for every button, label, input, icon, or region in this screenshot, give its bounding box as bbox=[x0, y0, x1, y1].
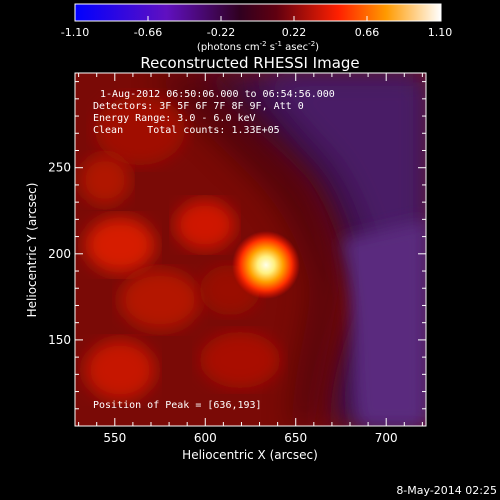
colorbar-tick-label: 1.10 bbox=[428, 26, 453, 39]
x-tick-label: 550 bbox=[103, 431, 126, 445]
annotation-clean-counts: Clean Total counts: 1.33E+05 bbox=[93, 125, 280, 136]
x-axis-title: Heliocentric X (arcsec) bbox=[182, 448, 318, 462]
peak-position-label: Position of Peak = [636,193] bbox=[93, 400, 262, 411]
heatmap-image bbox=[75, 73, 426, 426]
colorbar-ticks bbox=[74, 16, 441, 21]
chart-title: Reconstructed RHESSI Image bbox=[140, 54, 359, 72]
colorbar-tick-label: 0.22 bbox=[282, 26, 307, 39]
colorbar-tick-label: -1.10 bbox=[61, 26, 89, 39]
annotation-time-range: 1-Aug-2012 06:50:06.000 to 06:54:56.000 bbox=[100, 89, 335, 100]
x-tick-label: 600 bbox=[194, 431, 217, 445]
colorbar bbox=[74, 3, 442, 22]
peak-source bbox=[232, 231, 300, 299]
footer-date: 8-May-2014 02:25 bbox=[396, 484, 497, 497]
annotation-energy-range: Energy Range: 3.0 - 6.0 keV bbox=[93, 113, 256, 124]
colorbar-units: (photons cm-2 s-1 asec-2) bbox=[197, 40, 319, 53]
y-tick-label: 200 bbox=[48, 247, 71, 261]
colorbar-tick-label: -0.22 bbox=[207, 26, 235, 39]
y-tick-label: 250 bbox=[48, 161, 71, 175]
y-tick-label: 150 bbox=[48, 333, 71, 347]
plot-frame bbox=[74, 72, 427, 427]
colorbar-tick-label: -0.66 bbox=[134, 26, 162, 39]
y-axis-title: Heliocentric Y (arcsec) bbox=[25, 183, 39, 318]
x-tick-label: 650 bbox=[284, 431, 307, 445]
x-tick-label: 700 bbox=[375, 431, 398, 445]
x-axis: 550 600 650 700 bbox=[78, 73, 423, 445]
annotation-detectors: Detectors: 3F 5F 6F 7F 8F 9F, Att 0 bbox=[93, 101, 304, 112]
y-axis: 150 200 250 bbox=[48, 81, 426, 410]
colorbar-tick-label: 0.66 bbox=[355, 26, 380, 39]
